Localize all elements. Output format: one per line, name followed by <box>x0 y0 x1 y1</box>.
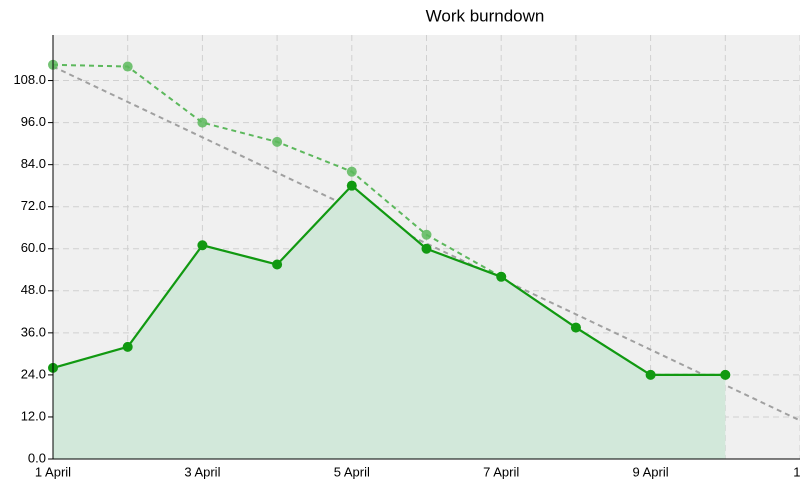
point <box>421 243 432 254</box>
area <box>53 185 726 460</box>
point <box>421 229 432 240</box>
y-tick-label: 0.0 <box>28 450 46 465</box>
x-tick-label: 3 April <box>184 464 220 479</box>
chart-title: Work burndown <box>426 6 545 25</box>
point <box>720 369 731 380</box>
point <box>122 341 133 352</box>
y-tick-label: 108.0 <box>13 72 46 87</box>
y-tick-label: 60.0 <box>21 240 46 255</box>
x-tick-label: 7 April <box>483 464 519 479</box>
x-tick-label: 9 April <box>633 464 669 479</box>
y-tick-label: 84.0 <box>21 156 46 171</box>
point <box>122 61 133 72</box>
point <box>272 136 283 147</box>
y-tick-label: 96.0 <box>21 114 46 129</box>
point <box>496 271 507 282</box>
point <box>272 259 283 270</box>
point <box>197 117 208 128</box>
y-tick-label: 24.0 <box>21 366 46 381</box>
x-tick-label: 1 April <box>35 464 71 479</box>
y-tick-label: 48.0 <box>21 282 46 297</box>
point <box>346 180 357 191</box>
point <box>570 322 581 333</box>
point <box>645 369 656 380</box>
x-tick-label: 5 April <box>334 464 370 479</box>
y-tick-label: 12.0 <box>21 408 46 423</box>
point <box>197 240 208 251</box>
point <box>346 166 357 177</box>
line <box>52 65 800 422</box>
line <box>52 184 726 377</box>
x-tick-label: 11 <box>793 464 800 479</box>
y-tick-label: 72.0 <box>21 198 46 213</box>
y-tick-label: 36.0 <box>21 324 46 339</box>
